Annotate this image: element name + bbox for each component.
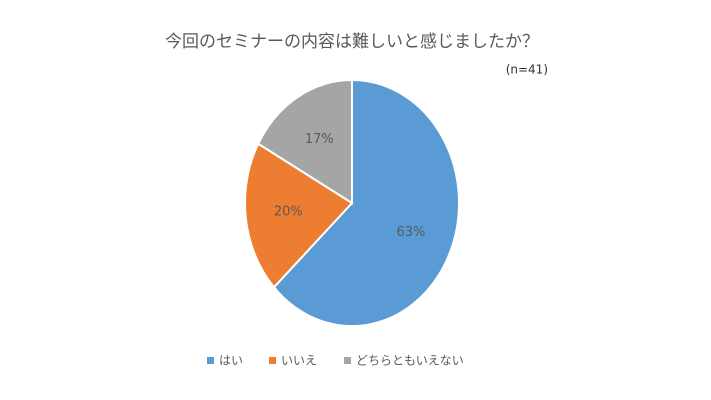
data-label: 20% [274,205,303,220]
legend-label: いいえ [281,354,317,368]
pie-slice [272,78,460,327]
chart-subtitle: (n=41) [506,63,548,77]
chart-title: 今回のセミナーの内容は難しいと感じましたか？ [165,32,539,52]
legend-label: どちらともいえない [356,354,464,368]
pie-slice [256,78,353,205]
legend-swatch [344,357,351,364]
data-label: 17% [305,132,334,147]
legend-swatch [207,357,214,364]
legend-swatch [269,357,276,364]
legend-label: はい [219,354,243,368]
data-label: 63% [396,225,425,240]
pie-slice [244,142,354,289]
